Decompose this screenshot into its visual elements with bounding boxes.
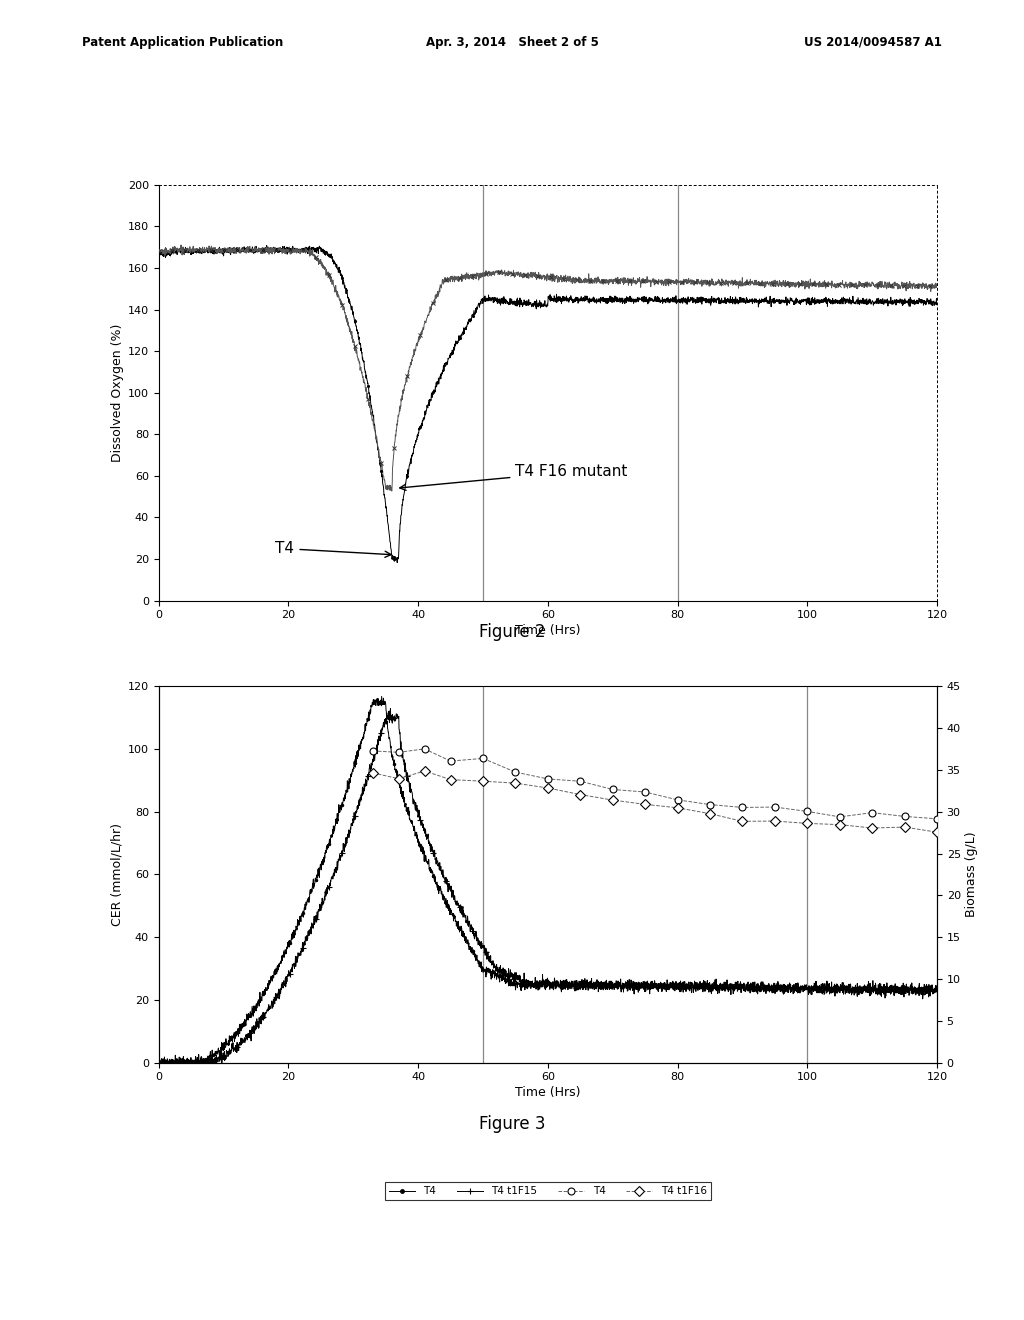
Text: Apr. 3, 2014   Sheet 2 of 5: Apr. 3, 2014 Sheet 2 of 5 <box>426 36 598 49</box>
Text: US 2014/0094587 A1: US 2014/0094587 A1 <box>804 36 942 49</box>
Legend: T4, T4 t1F15, T4, T4 t1F16: T4, T4 t1F15, T4, T4 t1F16 <box>385 1181 711 1200</box>
Y-axis label: Dissolved Oxygen (%): Dissolved Oxygen (%) <box>111 323 124 462</box>
Text: T4 F16 mutant: T4 F16 mutant <box>399 465 628 491</box>
Text: Figure 2: Figure 2 <box>479 623 545 642</box>
X-axis label: Time (Hrs): Time (Hrs) <box>515 1086 581 1100</box>
Y-axis label: CER (mmol/L/hr): CER (mmol/L/hr) <box>111 822 124 927</box>
Text: Figure 3: Figure 3 <box>479 1115 545 1134</box>
Text: T4: T4 <box>275 541 391 557</box>
Text: Patent Application Publication: Patent Application Publication <box>82 36 284 49</box>
Y-axis label: Biomass (g/L): Biomass (g/L) <box>965 832 978 917</box>
X-axis label: Time (Hrs): Time (Hrs) <box>515 624 581 638</box>
